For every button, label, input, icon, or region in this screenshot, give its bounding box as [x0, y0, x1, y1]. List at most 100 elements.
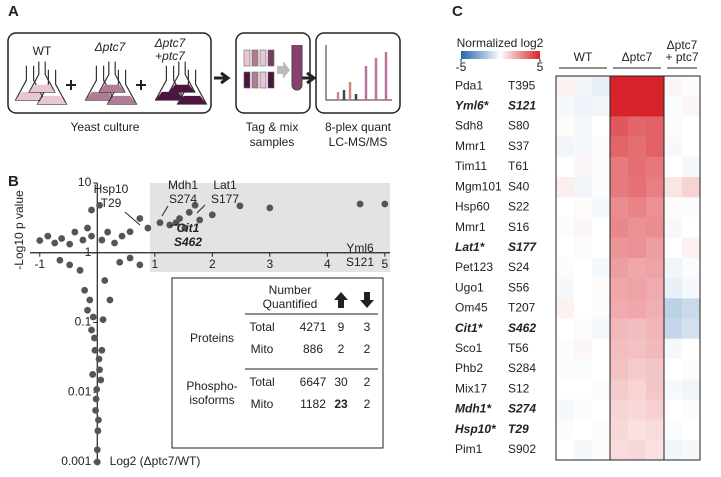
point — [51, 239, 59, 247]
culture — [85, 91, 115, 100]
protein-label: Phb2 — [455, 361, 483, 375]
heatmap-cell — [646, 116, 665, 137]
heatmap-cell — [556, 116, 575, 137]
heatmap-cell — [628, 439, 647, 461]
heatmap-cell — [628, 197, 647, 218]
point — [97, 376, 105, 384]
heatmap-cell — [646, 177, 665, 198]
heatmap-cell — [556, 379, 575, 400]
down-arrow — [360, 292, 374, 308]
heatmap-cell — [556, 358, 575, 380]
annotation: Yml6 — [346, 241, 374, 255]
point — [71, 228, 79, 236]
point — [93, 446, 101, 454]
heatmap-cell — [682, 399, 701, 420]
heatmap-cell — [556, 96, 575, 117]
heatmap-cell — [664, 298, 683, 319]
heatmap-cell — [664, 379, 683, 400]
table-cell: Total — [249, 320, 274, 334]
heatmap-cell — [574, 197, 593, 218]
point — [196, 216, 204, 224]
heatmap-cell — [610, 338, 629, 360]
step-label: samples — [250, 135, 295, 149]
culture — [99, 84, 125, 92]
point — [111, 239, 118, 247]
heatmap-cell — [592, 379, 611, 400]
heatmap-cell — [610, 298, 629, 319]
heatmap-cell — [592, 237, 611, 259]
tube — [251, 71, 259, 89]
heatmap-cell — [682, 76, 701, 97]
heatmap-cell — [574, 419, 593, 441]
row-group: Proteins — [190, 331, 234, 345]
heatmap-cell — [574, 439, 593, 461]
heatmap-cell — [610, 116, 629, 137]
table-box — [171, 277, 384, 449]
annotation: S462 — [174, 235, 202, 249]
heatmap-cell — [592, 217, 611, 238]
point — [266, 204, 274, 212]
heatmap-cell — [574, 358, 593, 380]
x-tick-label: 3 — [266, 257, 273, 271]
heatmap-cell — [610, 96, 629, 117]
protein-label: Sdh8 — [455, 119, 483, 133]
point — [88, 232, 95, 240]
point — [96, 366, 103, 374]
annotation: Lat1 — [213, 178, 237, 192]
panel-label: C — [452, 3, 463, 20]
heatmap-cell — [592, 197, 611, 218]
heatmap-cell — [592, 96, 611, 117]
group-label: WT — [574, 50, 593, 64]
heatmap-cell — [646, 419, 665, 441]
heatmap-cell — [646, 439, 665, 461]
heatmap-cell — [664, 278, 683, 299]
heatmap-cell — [646, 136, 665, 158]
heatmap-cell — [592, 338, 611, 360]
point — [89, 313, 97, 321]
annotation: S177 — [211, 192, 239, 206]
heatmap-cell — [682, 136, 701, 158]
point — [181, 224, 189, 232]
heatmap-cell — [574, 217, 593, 238]
heatmap-cell — [610, 197, 629, 218]
heatmap-cell — [682, 197, 701, 218]
heatmap-cell — [610, 419, 629, 441]
table-cell: Mito — [251, 342, 274, 356]
heatmap-cell — [628, 177, 647, 198]
tube — [243, 49, 251, 67]
heatmap-cell — [682, 358, 701, 380]
culture — [169, 84, 195, 92]
site-label: T61 — [508, 159, 529, 173]
panel-label: B — [8, 173, 19, 190]
heatmap-cell — [682, 116, 701, 137]
annotation: T29 — [101, 196, 122, 210]
heatmap-cell — [592, 156, 611, 178]
heatmap-cell — [628, 156, 647, 178]
heatmap-cell — [556, 298, 575, 319]
point — [79, 236, 87, 244]
heatmap-cell — [682, 379, 701, 400]
leader-line — [161, 205, 169, 217]
table-cell: 4271 — [300, 320, 327, 334]
heatmap-cell — [664, 318, 683, 340]
site-label: S177 — [508, 240, 537, 254]
table-cell: 6647 — [300, 375, 327, 389]
heatmap-cell — [592, 257, 611, 279]
heatmap-cell — [592, 439, 611, 461]
point — [166, 221, 174, 229]
point — [92, 395, 100, 403]
site-label: S37 — [508, 139, 530, 153]
table-cell: 9 — [338, 320, 345, 334]
heatmap-cell — [610, 76, 629, 97]
point — [106, 296, 114, 304]
heatmap-cell — [682, 298, 701, 319]
protein-label: Pda1 — [455, 78, 483, 92]
protein-label: Pim1 — [455, 442, 483, 456]
site-label: S284 — [508, 361, 536, 375]
up-arrow — [334, 292, 348, 308]
point — [236, 202, 244, 210]
point — [136, 215, 144, 222]
group-label: + ptc7 — [665, 50, 698, 64]
heatmap-cell — [682, 156, 701, 178]
